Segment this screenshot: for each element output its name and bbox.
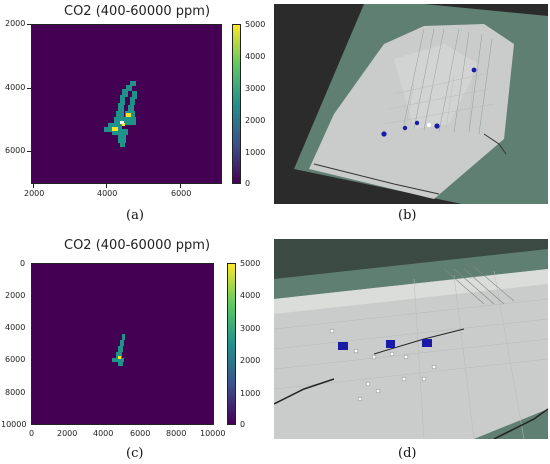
panel-c-xtick: 10000 (200, 429, 226, 438)
panel-a-ytick: 6000 (5, 146, 26, 155)
panel-c-cbar-tick: 2000 (240, 356, 261, 365)
panel-c-xtick: 6000 (130, 429, 151, 438)
panel-c-ytick: 6000 (5, 355, 26, 364)
panel-b-map-render (294, 4, 548, 204)
panel-c-caption: (c) (126, 446, 144, 461)
panel-a-xtick: 2000 (24, 189, 45, 198)
panel-a-ytick: 4000 (5, 83, 26, 92)
panel-a-title: CO2 (400-60000 ppm) (64, 4, 211, 19)
panel-c-ytick: 2000 (5, 291, 26, 300)
panel-a-heatmap (31, 24, 222, 184)
panel-c-xtick: 8000 (166, 429, 187, 438)
panel-a-co2-plume (104, 81, 137, 147)
panel-c-xtick: 2000 (57, 429, 78, 438)
panel-c-ytick: 10000 (1, 420, 27, 429)
panel-a-ytick: 2000 (5, 19, 26, 28)
panel-c-co2-plume (112, 334, 125, 366)
panel-d-caption: (d) (398, 446, 417, 461)
panel-c-cbar-tick: 5000 (240, 259, 261, 268)
panel-c-cbar-tick: 1000 (240, 389, 261, 398)
panel-c-ytick: 4000 (5, 323, 26, 332)
panel-a-cbar-tick: 1000 (245, 148, 266, 157)
panel-c-xtick: 4000 (93, 429, 114, 438)
panel-c-heatmap (31, 263, 214, 425)
panel-b-caption: (b) (398, 208, 417, 223)
panel-c-cbar-tick: 3000 (240, 324, 261, 333)
panel-c-ytick: 0 (20, 259, 26, 268)
panel-a-cbar-tick: 3000 (245, 84, 266, 93)
panel-b-3d-scene (274, 4, 548, 204)
panel-a-colorbar (232, 24, 241, 184)
panel-c-xtick: 0 (29, 429, 35, 438)
panel-a-xtick: 6000 (171, 189, 192, 198)
panel-c-colorbar (227, 263, 236, 425)
panel-c-cbar-tick: 4000 (240, 291, 261, 300)
panel-c-title: CO2 (400-60000 ppm) (64, 238, 211, 253)
panel-a-cbar-tick: 4000 (245, 52, 266, 61)
panel-a-xtick: 4000 (97, 189, 118, 198)
panel-c-cbar-tick: 0 (240, 420, 246, 429)
panel-c-ytick: 8000 (5, 388, 26, 397)
panel-a-cbar-tick: 2000 (245, 116, 266, 125)
panel-a-cbar-tick: 5000 (245, 20, 266, 29)
panel-d-3d-scene (274, 239, 548, 439)
panel-d-map-render (274, 249, 548, 439)
panel-a-cbar-tick: 0 (245, 179, 251, 188)
panel-a-caption: (a) (126, 208, 144, 223)
